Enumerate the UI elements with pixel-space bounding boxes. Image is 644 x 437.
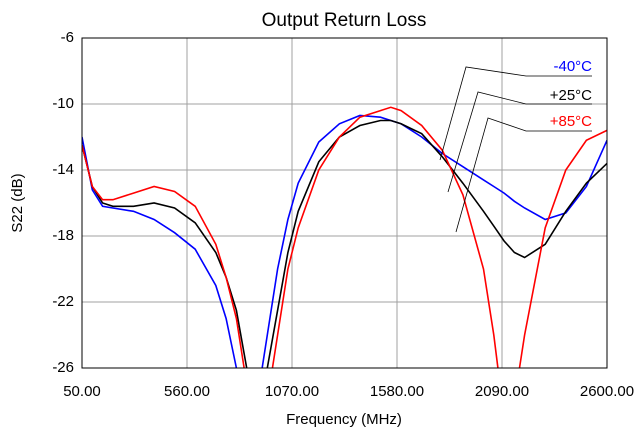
legend-label: +85°C (550, 113, 592, 130)
leader (439, 66, 592, 161)
x-tick-label: 1070.00 (265, 383, 319, 400)
legend-label: -40°C (553, 58, 592, 75)
leaders (439, 66, 592, 233)
x-tick-label: 560.00 (164, 383, 210, 400)
chart-title: Output Return Loss (262, 10, 427, 31)
y-tick-label: -22 (52, 293, 74, 310)
legend-label: +25°C (550, 87, 592, 104)
y-tick-label: -14 (52, 161, 74, 178)
leader (455, 117, 592, 233)
x-tick-label: 50.00 (63, 383, 101, 400)
legend: -40°C +25°C +85°C (550, 58, 592, 130)
leader (447, 91, 592, 193)
y-tick-label: -18 (52, 227, 74, 244)
y-tick-label: -6 (61, 29, 74, 46)
series-line (82, 114, 607, 368)
x-tick-label: 2090.00 (475, 383, 529, 400)
x-tick-label: 2600.00 (580, 383, 634, 400)
plot (82, 106, 607, 368)
plot-frame (81, 37, 608, 369)
y-tick-label: -10 (52, 95, 74, 112)
y-axis-label: S22 (dB) (9, 173, 26, 232)
y-tick-label: -26 (52, 359, 74, 376)
series-line (82, 119, 607, 368)
series-line (82, 106, 607, 368)
x-tick-label: 1580.00 (370, 383, 424, 400)
x-axis-label: Frequency (MHz) (286, 411, 402, 428)
